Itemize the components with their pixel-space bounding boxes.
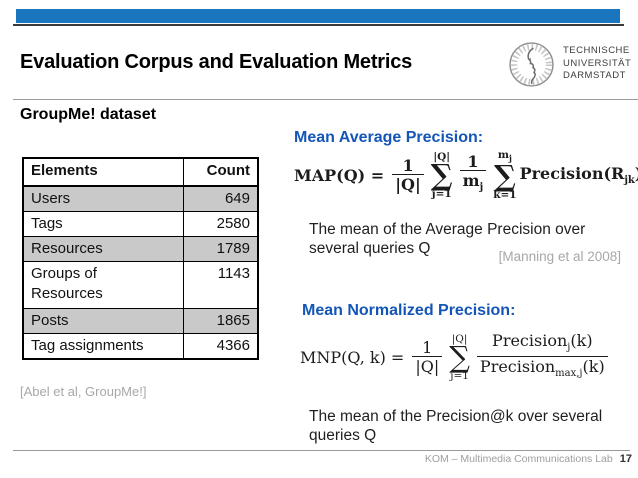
slide-title: Evaluation Corpus and Evaluation Metrics bbox=[20, 51, 413, 73]
header-divider bbox=[13, 99, 638, 100]
den-subscript: max,j bbox=[555, 368, 583, 380]
footer: KOM – Multimedia Communications Lab 17 bbox=[425, 453, 632, 465]
manning-citation: [Manning et al 2008] bbox=[498, 249, 621, 264]
column-header-count: Count bbox=[182, 157, 259, 187]
map-sum-1: |Q| ∑ j=1 bbox=[430, 150, 453, 200]
sum-upper-limit: |Q| bbox=[451, 332, 468, 345]
fraction-numerator: 1 bbox=[402, 156, 414, 176]
map-lhs: MAP(Q) = bbox=[294, 166, 385, 186]
cell-element: Posts bbox=[22, 308, 184, 334]
fraction-numerator: 1 bbox=[422, 338, 433, 358]
mnp-heading: Mean Normalized Precision: bbox=[302, 302, 516, 319]
table-row: Resources 1789 bbox=[22, 236, 259, 262]
cell-element: Users bbox=[22, 185, 184, 212]
sigma-icon: ∑ bbox=[493, 159, 516, 194]
table-row: Tags 2580 bbox=[22, 211, 259, 237]
cell-count: 2580 bbox=[182, 211, 259, 237]
sigma-icon: ∑ bbox=[430, 157, 453, 192]
num-subscript: j bbox=[567, 342, 571, 354]
map-description-line-2: several queries Q bbox=[309, 239, 431, 257]
map-heading: Mean Average Precision: bbox=[294, 129, 484, 146]
term-subscript: jk bbox=[624, 175, 635, 187]
abel-citation: [Abel et al, GroupMe!] bbox=[20, 384, 147, 399]
map-description-line-1: The mean of the Average Precision over bbox=[309, 221, 586, 238]
mnp-lhs: MNP(Q, k) = bbox=[300, 348, 405, 368]
num-close: (k) bbox=[570, 331, 593, 350]
den-subscript: j bbox=[479, 182, 484, 194]
cell-element: Tag assignments bbox=[22, 333, 184, 360]
mnp-description-line-1: The mean of the Precision@k over several bbox=[309, 408, 603, 425]
cell-element-text: Groups of Resources bbox=[31, 265, 103, 302]
cell-count: 1865 bbox=[182, 308, 259, 334]
sigma-icon: ∑ bbox=[449, 339, 470, 374]
den-base: m bbox=[462, 171, 480, 191]
table-row: Posts 1865 bbox=[22, 308, 259, 334]
sum-lower-limit: j=1 bbox=[450, 369, 469, 382]
table-header-row: Elements Count bbox=[22, 157, 259, 187]
top-accent-bar bbox=[16, 9, 620, 23]
table-row: Groups of Resources 1143 bbox=[22, 261, 259, 309]
map-fraction-1: 1 |Q| bbox=[392, 157, 424, 194]
mnp-formula: MNP(Q, k) = 1 |Q| |Q| ∑ j=1 Precisionj(k… bbox=[300, 332, 612, 383]
footer-lab-name: KOM – Multimedia Communications Lab bbox=[424, 453, 613, 465]
num-base: Precision bbox=[492, 331, 568, 350]
dataset-table: Elements Count Users 649 Tags 2580 Resou… bbox=[22, 157, 259, 360]
fraction-denominator: |Q| bbox=[412, 356, 443, 376]
map-fraction-2: 1 mj bbox=[459, 152, 487, 197]
sum-upper-limit: |Q| bbox=[433, 150, 451, 163]
den-base: Precision bbox=[479, 357, 556, 377]
cell-count: 649 bbox=[182, 185, 259, 212]
mnp-description: The mean of the Precision@k over several… bbox=[309, 408, 602, 445]
cell-element: Groups of Resources bbox=[22, 261, 184, 309]
footer-divider bbox=[13, 450, 630, 451]
fraction-denominator: Precisionmax,j(k) bbox=[476, 356, 608, 383]
logo-line-2: UNIVERSITÄT bbox=[563, 57, 632, 69]
dataset-heading: GroupMe! dataset bbox=[20, 106, 157, 123]
den-close: (k) bbox=[582, 357, 605, 377]
fraction-numerator: Precisionj(k) bbox=[489, 332, 596, 356]
map-precision-term: Precision(Rjk) bbox=[520, 164, 638, 186]
limit-subscript: j bbox=[509, 153, 512, 164]
sum-lower-limit: k=1 bbox=[493, 189, 517, 202]
map-formula: MAP(Q) = 1 |Q| |Q| ∑ j=1 1 mj mj ∑ k=1 P… bbox=[294, 150, 638, 201]
cell-count: 4366 bbox=[182, 333, 259, 360]
mnp-fraction-2: Precisionj(k) Precisionmax,j(k) bbox=[476, 332, 608, 383]
fraction-numerator: 1 bbox=[467, 152, 479, 172]
logo-line-3: DARMSTADT bbox=[563, 70, 626, 82]
map-sum-2: mj ∑ k=1 bbox=[493, 150, 516, 201]
mnp-description-line-2: queries Q bbox=[309, 426, 377, 444]
table-row: Tag assignments 4366 bbox=[22, 333, 259, 360]
cell-count: 1789 bbox=[182, 236, 259, 262]
column-header-elements: Elements bbox=[22, 157, 184, 187]
fraction-denominator: |Q| bbox=[392, 174, 424, 194]
top-accent-underline bbox=[13, 24, 624, 26]
map-description: The mean of the Average Precision over s… bbox=[309, 221, 585, 258]
tu-darmstadt-logo: TECHNISCHE UNIVERSITÄT DARMSTADT bbox=[508, 38, 632, 90]
athena-head-emblem-icon bbox=[509, 41, 554, 87]
mnp-sum-1: |Q| ∑ j=1 bbox=[449, 332, 470, 382]
logo-wordmark: TECHNISCHE UNIVERSITÄT DARMSTADT bbox=[563, 45, 631, 83]
limit-base: m bbox=[497, 149, 509, 161]
sum-lower-limit: j=1 bbox=[431, 187, 452, 200]
sum-upper-limit: mj bbox=[498, 150, 512, 164]
cell-element: Resources bbox=[22, 236, 184, 262]
logo-line-1: TECHNISCHE bbox=[563, 45, 630, 57]
term-base: Precision(R bbox=[519, 164, 625, 184]
table-row: Users 649 bbox=[22, 185, 259, 212]
mnp-fraction-1: 1 |Q| bbox=[412, 338, 443, 376]
fraction-denominator: mj bbox=[459, 170, 487, 197]
term-close: ) bbox=[635, 164, 638, 183]
page-number: 17 bbox=[619, 453, 632, 465]
cell-count: 1143 bbox=[182, 261, 259, 309]
cell-element: Tags bbox=[22, 211, 184, 237]
